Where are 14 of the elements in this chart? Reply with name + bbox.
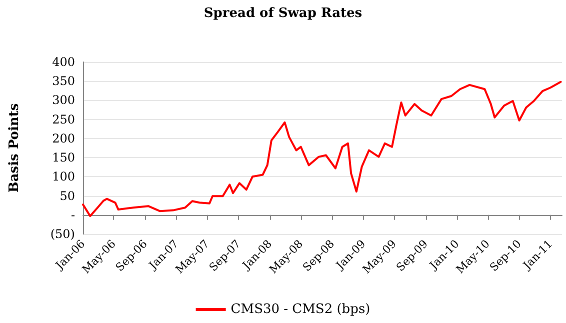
y-tick-label: 50 — [60, 188, 75, 203]
y-tick-label: 250 — [52, 112, 75, 126]
chart-title: Spread of Swap Rates — [204, 6, 362, 21]
legend-label: CMS30 - CMS2 (bps) — [230, 302, 370, 317]
y-tick-label: 200 — [52, 131, 75, 146]
y-axis-title: Basis Points — [7, 103, 22, 193]
y-tick-label: - — [70, 208, 75, 222]
y-tick-label: 300 — [52, 93, 75, 108]
y-tick-label: 400 — [52, 55, 75, 69]
y-tick-label: (50) — [50, 227, 75, 241]
y-tick-label: 100 — [52, 170, 75, 184]
line-series — [82, 80, 562, 218]
y-tick-label: 150 — [52, 150, 75, 165]
y-tick-label: 350 — [52, 74, 75, 88]
